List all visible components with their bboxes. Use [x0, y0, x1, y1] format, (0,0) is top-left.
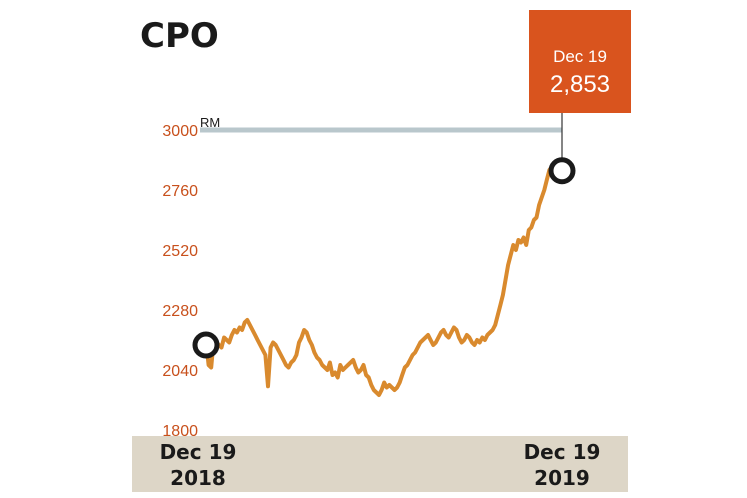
x-axis-band [132, 436, 628, 492]
end-point-marker [548, 157, 576, 185]
x-tick-label: Dec 19 [160, 440, 237, 464]
callout-date: Dec 19 [553, 47, 607, 66]
y-axis-unit-label: RM [200, 115, 220, 130]
y-tick-label: 2760 [162, 183, 198, 200]
y-tick-label: 2040 [162, 363, 198, 380]
price-series-line [204, 164, 554, 397]
callout-value: 2,853 [550, 71, 610, 98]
callout-box [529, 10, 631, 113]
y-tick-label: 2280 [162, 303, 198, 320]
chart-title: CPO [140, 16, 219, 56]
y-tick-label: 2520 [162, 243, 198, 260]
y-axis: 1800 2040 2280 2520 2760 3000 [162, 123, 198, 440]
start-point-marker [192, 331, 220, 359]
x-tick-label: Dec 19 [524, 440, 601, 464]
x-tick-label: 2019 [534, 466, 590, 490]
y-tick-label: 3000 [162, 123, 198, 140]
y-tick-label: 1800 [162, 423, 198, 440]
x-tick-label: 2018 [170, 466, 226, 490]
